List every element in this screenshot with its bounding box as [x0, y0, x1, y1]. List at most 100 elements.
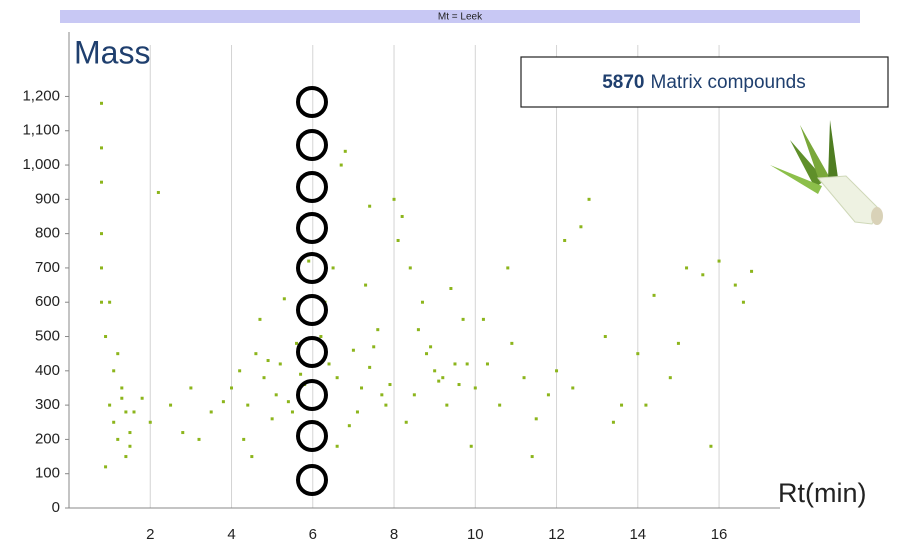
x-tick-label: 12	[548, 526, 565, 543]
point	[355, 410, 359, 414]
y-tick-label: 500	[35, 327, 60, 344]
highlight-circles	[296, 86, 328, 496]
point	[242, 437, 246, 441]
point	[335, 444, 339, 448]
point	[112, 369, 116, 373]
point	[506, 266, 510, 270]
annotation-count: 5870	[602, 72, 644, 93]
point	[481, 317, 485, 321]
point	[112, 420, 116, 424]
points	[100, 101, 754, 469]
header-bar	[60, 10, 860, 23]
point	[197, 437, 201, 441]
point	[181, 431, 185, 435]
point	[100, 232, 104, 236]
point	[124, 455, 128, 459]
point	[282, 297, 286, 301]
point	[319, 335, 323, 339]
y-tick-label: 700	[35, 259, 60, 276]
point	[498, 403, 502, 407]
point	[372, 345, 376, 349]
point	[416, 328, 420, 332]
point	[286, 400, 290, 404]
point	[603, 335, 607, 339]
point	[290, 410, 294, 414]
point	[579, 225, 583, 229]
point	[209, 410, 213, 414]
point	[437, 379, 441, 383]
point	[116, 352, 120, 356]
point	[221, 400, 225, 404]
grid	[149, 45, 720, 508]
point	[392, 197, 396, 201]
y-axis-title: Mass	[74, 34, 150, 70]
y-tick-label: 900	[35, 190, 60, 207]
point	[128, 431, 132, 435]
point	[132, 410, 136, 414]
point	[433, 369, 437, 373]
x-tick-label: 14	[629, 526, 646, 543]
point	[750, 269, 754, 273]
point	[445, 403, 449, 407]
point	[546, 393, 550, 397]
annotation-text: 5870 Matrix compounds	[602, 72, 806, 93]
y-tick-label: 800	[35, 225, 60, 242]
annotation-box	[520, 56, 889, 108]
point	[376, 328, 380, 332]
point	[473, 386, 477, 390]
point	[351, 348, 355, 352]
point	[360, 386, 364, 390]
y-tick-label: 1,200	[22, 87, 60, 104]
x-tick-label: 8	[390, 526, 398, 543]
point	[404, 420, 408, 424]
point	[457, 383, 461, 387]
point	[262, 376, 266, 380]
point	[169, 403, 173, 407]
point	[156, 190, 160, 194]
point	[555, 369, 559, 373]
x-tick-label: 6	[309, 526, 317, 543]
annotation-label: Matrix compounds	[651, 72, 806, 93]
point	[250, 455, 254, 459]
point	[104, 335, 108, 339]
point	[246, 403, 250, 407]
point	[412, 393, 416, 397]
header-text: Mt = Leek	[438, 12, 483, 23]
point	[620, 403, 624, 407]
point	[254, 352, 258, 356]
point	[299, 372, 303, 376]
point	[388, 383, 392, 387]
point	[270, 417, 274, 421]
point	[307, 259, 311, 263]
point	[644, 403, 648, 407]
x-tick-label: 16	[711, 526, 728, 543]
point	[100, 266, 104, 270]
point	[400, 214, 404, 218]
point	[429, 345, 433, 349]
point	[685, 266, 689, 270]
y-tick-label: 1,100	[22, 122, 60, 139]
point	[347, 424, 351, 428]
point	[278, 362, 282, 366]
point	[522, 376, 526, 380]
point	[652, 293, 656, 297]
point	[368, 204, 372, 208]
point	[485, 362, 489, 366]
point	[108, 300, 112, 304]
x-tick-label: 2	[146, 526, 154, 543]
point	[258, 317, 262, 321]
point	[441, 376, 445, 380]
point	[116, 437, 120, 441]
y-tick-label: 1,000	[22, 156, 60, 173]
point	[587, 197, 591, 201]
y-tick-label: 200	[35, 430, 60, 447]
point	[425, 352, 429, 356]
point	[189, 386, 193, 390]
point	[741, 300, 745, 304]
y-tick-label: 600	[35, 293, 60, 310]
point	[295, 341, 299, 345]
point	[676, 341, 680, 345]
y-tick-label: 300	[35, 396, 60, 413]
